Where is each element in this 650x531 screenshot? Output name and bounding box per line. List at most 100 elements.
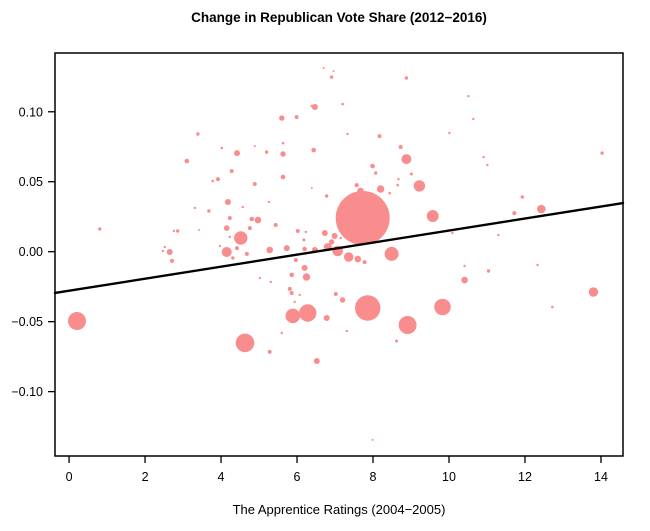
data-bubble bbox=[241, 205, 244, 209]
data-bubble bbox=[374, 171, 378, 175]
data-bubble bbox=[302, 238, 306, 242]
trend-line bbox=[53, 201, 625, 295]
plot-border bbox=[54, 52, 624, 457]
data-bubble bbox=[302, 246, 307, 252]
data-bubble bbox=[401, 154, 412, 165]
data-bubble bbox=[264, 150, 269, 154]
x-tick-label: 8 bbox=[370, 470, 377, 484]
data-bubble bbox=[172, 229, 176, 233]
data-bubble bbox=[235, 333, 255, 353]
data-bubble bbox=[166, 249, 173, 255]
data-bubble bbox=[346, 132, 349, 136]
data-bubble bbox=[301, 264, 308, 271]
chart-title: Change in Republican Vote Share (2012−20… bbox=[191, 10, 487, 25]
data-bubble bbox=[289, 291, 294, 295]
y-tick-label: 0.00 bbox=[19, 245, 43, 259]
data-bubble bbox=[463, 264, 466, 268]
data-bubble bbox=[482, 155, 485, 159]
data-bubble bbox=[293, 258, 298, 262]
data-bubble bbox=[211, 179, 214, 183]
data-bubble bbox=[370, 163, 375, 169]
data-bubble bbox=[258, 276, 261, 280]
data-bubble bbox=[235, 246, 239, 251]
data-bubble bbox=[161, 249, 165, 253]
y-tick-label: 0.10 bbox=[19, 105, 43, 119]
data-bubble bbox=[231, 256, 235, 260]
data-bubble bbox=[311, 104, 318, 110]
data-bubble bbox=[196, 132, 200, 136]
data-bubble bbox=[354, 255, 362, 263]
data-bubble bbox=[193, 206, 196, 210]
data-bubble bbox=[313, 358, 320, 364]
data-bubble bbox=[321, 230, 328, 236]
data-bubble bbox=[588, 287, 599, 297]
data-bubble bbox=[280, 331, 283, 335]
data-bubble bbox=[388, 191, 392, 195]
data-bubble bbox=[216, 177, 220, 182]
data-bubble bbox=[280, 151, 286, 157]
y-axis: −0.10 −0.05 0.00 0.05 0.10 bbox=[11, 105, 55, 399]
data-bubble bbox=[329, 75, 334, 79]
data-bubble bbox=[229, 169, 234, 174]
y-tick-label: 0.05 bbox=[19, 175, 43, 189]
data-bubble bbox=[339, 297, 346, 303]
data-bubble bbox=[295, 229, 300, 233]
y-tick-label: −0.10 bbox=[11, 385, 43, 399]
data-bubble bbox=[224, 199, 231, 205]
data-bubble bbox=[397, 177, 400, 181]
data-bubble bbox=[339, 236, 342, 240]
data-bubble bbox=[170, 258, 174, 263]
data-bubble bbox=[486, 163, 489, 167]
x-tick-label: 0 bbox=[66, 470, 73, 484]
data-bubble bbox=[267, 349, 272, 354]
data-bubble bbox=[354, 183, 359, 188]
data-bubble bbox=[252, 182, 257, 186]
data-bubble bbox=[279, 115, 285, 121]
data-bubble bbox=[395, 339, 399, 343]
data-bubble bbox=[467, 94, 470, 98]
data-bubble bbox=[184, 158, 190, 164]
data-bubble bbox=[377, 134, 382, 139]
data-bubble bbox=[345, 329, 348, 333]
x-tick-label: 4 bbox=[218, 470, 225, 484]
data-bubble bbox=[426, 210, 439, 222]
data-bubble bbox=[198, 229, 200, 231]
data-bubble bbox=[220, 146, 224, 150]
data-bubble bbox=[221, 247, 232, 257]
data-bubble bbox=[249, 216, 255, 222]
data-bubble bbox=[163, 245, 166, 249]
data-bubble bbox=[281, 141, 285, 145]
data-bubble bbox=[323, 315, 330, 321]
data-bubble bbox=[247, 226, 252, 231]
data-bubble bbox=[234, 150, 240, 157]
data-bubble bbox=[266, 246, 274, 254]
y-tick-label: −0.05 bbox=[11, 315, 43, 329]
data-bubble bbox=[341, 102, 344, 106]
data-bubble bbox=[486, 269, 491, 273]
data-bubble bbox=[472, 117, 475, 121]
x-tick-label: 12 bbox=[518, 470, 532, 484]
data-bubble bbox=[304, 230, 307, 234]
data-bubble bbox=[600, 151, 604, 155]
data-bubble bbox=[218, 244, 222, 248]
data-bubble bbox=[362, 260, 367, 265]
data-bubble bbox=[332, 70, 335, 73]
data-bubble bbox=[536, 263, 539, 267]
x-tick-label: 14 bbox=[594, 470, 608, 484]
x-tick-label: 2 bbox=[142, 470, 149, 484]
data-bubble bbox=[409, 172, 413, 176]
data-bubble bbox=[497, 233, 500, 237]
data-bubble bbox=[285, 308, 301, 324]
data-bubble bbox=[512, 211, 517, 216]
x-axis: 0 2 4 6 8 10 12 14 bbox=[66, 456, 608, 484]
data-bubble bbox=[335, 191, 390, 245]
data-bubble bbox=[302, 273, 311, 281]
data-bubble bbox=[537, 204, 546, 214]
data-bubble bbox=[98, 227, 102, 231]
data-bubble bbox=[322, 67, 325, 70]
data-bubble bbox=[283, 245, 290, 252]
data-bubble bbox=[287, 286, 292, 291]
data-bubble bbox=[404, 76, 409, 80]
data-bubble bbox=[328, 239, 335, 245]
data-bubble bbox=[293, 300, 296, 304]
